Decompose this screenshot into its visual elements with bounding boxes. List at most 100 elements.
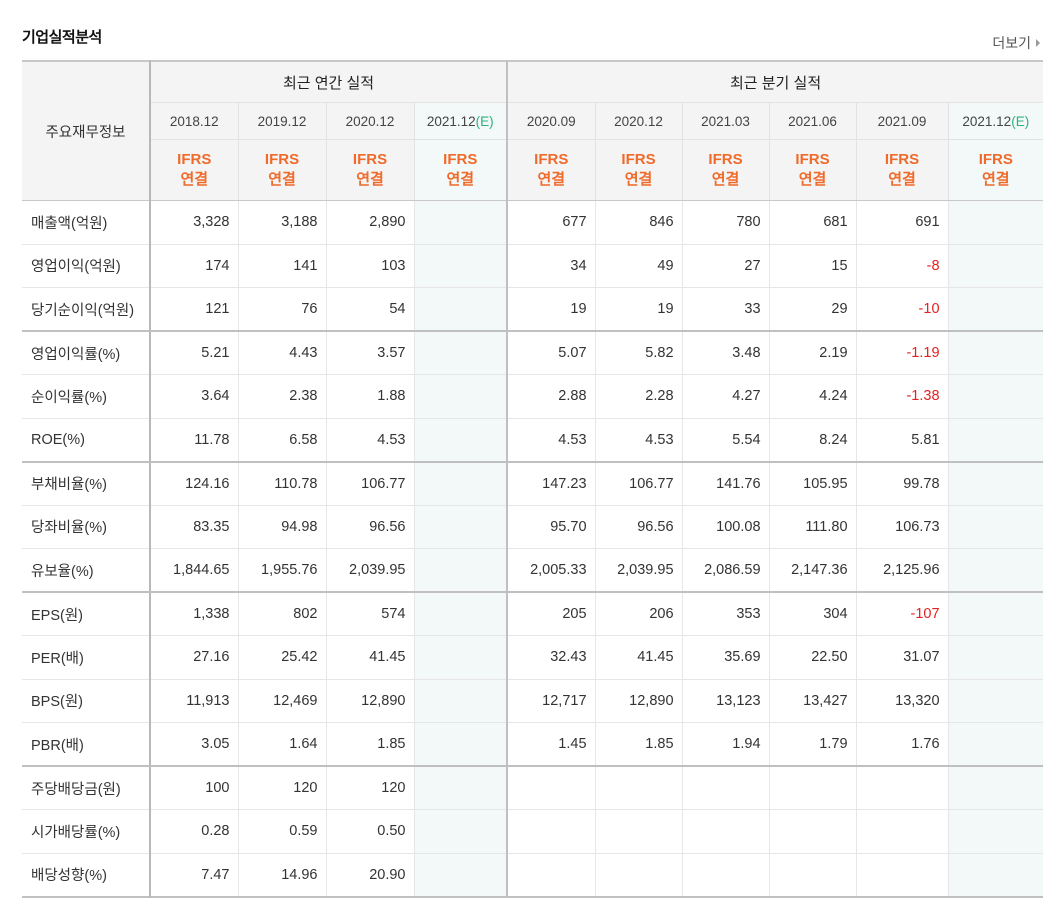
quarter-value-cell — [947, 809, 1044, 854]
annual-value-cell — [413, 418, 508, 463]
consolidated-label: 연결 — [798, 171, 827, 188]
table-row: PER(배) 27.16 25.42 41.45 32.43 41.45 35.69 22.5… — [22, 635, 1044, 680]
quarter-value-cell: 27 — [681, 244, 770, 288]
row-label: 배당성향(%) — [22, 853, 151, 897]
annual-value-cell — [413, 287, 508, 332]
annual-value-cell: 1,338 — [149, 592, 238, 636]
quarter-value-cell: 5.82 — [594, 331, 683, 375]
ifrs-basis-header: IFRS 연결 — [947, 139, 1044, 201]
annual-value-cell: 12,890 — [325, 679, 414, 723]
quarter-value-cell — [947, 679, 1044, 723]
ifrs-basis-header: IFRS 연결 — [855, 139, 949, 201]
ifrs-basis-header: IFRS 연결 — [506, 139, 596, 201]
more-link-label: 더보기 — [992, 35, 1031, 51]
row-label-header: 주요재무정보 — [22, 61, 151, 201]
quarter-value-cell: 106.73 — [855, 505, 949, 549]
annual-value-cell: 0.50 — [325, 809, 414, 854]
quarter-value-cell: 35.69 — [681, 635, 770, 680]
annual-value-cell: 3,328 — [149, 200, 238, 245]
annual-value-cell: 83.35 — [149, 505, 238, 549]
quarter-value-cell — [681, 853, 770, 897]
period-date-header: 2018.12 — [149, 102, 238, 140]
quarter-value-cell — [947, 505, 1044, 549]
quarter-value-cell: 1.76 — [855, 722, 949, 767]
annual-value-cell: 12,469 — [237, 679, 326, 723]
quarter-value-cell — [947, 200, 1044, 245]
quarter-value-cell: 2.88 — [506, 374, 596, 419]
row-label: 매출액(억원) — [22, 200, 151, 245]
period-date-header: 2021.12(E) — [947, 102, 1044, 140]
consolidated-label: 연결 — [888, 171, 916, 188]
quarter-value-cell: 100.08 — [681, 505, 770, 549]
quarter-value-cell: 1.79 — [768, 722, 857, 767]
quarter-value-cell — [947, 418, 1044, 463]
consolidated-label: 연결 — [537, 171, 566, 188]
ifrs-label: IFRS — [884, 151, 920, 168]
quarter-value-cell: -1.19 — [855, 331, 949, 375]
quarter-value-cell: 1.45 — [506, 722, 596, 767]
row-label: 당기순이익(억원) — [22, 287, 151, 332]
quarter-value-cell: 49 — [594, 244, 683, 288]
financial-table: 주요재무정보 최근 연간 실적 최근 분기 실적 2018.12 2019.12 2020… — [22, 60, 1044, 898]
ifrs-label: IFRS — [443, 151, 478, 168]
annual-value-cell: 41.45 — [325, 635, 414, 680]
quarter-value-cell — [947, 548, 1044, 593]
quarter-value-cell: 4.53 — [594, 418, 683, 463]
quarter-value-cell — [768, 809, 857, 854]
quarter-value-cell: 41.45 — [594, 635, 683, 680]
annual-value-cell: 4.43 — [237, 331, 326, 375]
quarter-value-cell: 3.48 — [681, 331, 770, 375]
table-row: EPS(원) 1,338 802 574 205 206 353 304 -107 — [22, 592, 1044, 636]
row-label: PBR(배) — [22, 722, 151, 767]
annual-value-cell: 110.78 — [237, 461, 326, 506]
period-date-header: 2020.12 — [594, 102, 683, 140]
row-label: 부채비율(%) — [22, 461, 151, 506]
quarter-value-cell — [947, 287, 1044, 332]
annual-value-cell: 2,890 — [325, 200, 414, 245]
quarter-value-cell — [947, 331, 1044, 375]
quarter-value-cell: 15 — [768, 244, 857, 288]
quarter-value-cell: 34 — [506, 244, 596, 288]
quarter-value-cell: 106.77 — [594, 461, 683, 506]
quarter-value-cell: 111.80 — [768, 505, 857, 549]
quarter-value-cell: 4.27 — [681, 374, 770, 419]
period-date: 2021.09 — [877, 113, 927, 129]
ifrs-label: IFRS — [177, 151, 212, 168]
period-date: 2021.12 — [962, 113, 1012, 129]
quarter-value-cell: 5.07 — [506, 331, 596, 375]
quarter-value-cell: 1.85 — [594, 722, 683, 767]
quarter-value-cell: 19 — [594, 287, 683, 332]
quarter-value-cell: 32.43 — [506, 635, 596, 680]
ifrs-basis-header: IFRS 연결 — [325, 139, 414, 201]
consolidated-label: 연결 — [711, 171, 740, 188]
quarter-value-cell: 8.24 — [768, 418, 857, 463]
row-label: 순이익률(%) — [22, 374, 151, 419]
annual-value-cell: 54 — [325, 287, 414, 332]
annual-value-cell: 25.42 — [237, 635, 326, 680]
table-row: 주당배당금(원) 100 120 120 — [22, 766, 1044, 810]
quarter-value-cell: 147.23 — [506, 461, 596, 506]
annual-value-cell: 2,039.95 — [325, 548, 414, 593]
quarter-value-cell: 99.78 — [855, 461, 949, 506]
annual-value-cell: 141 — [237, 244, 326, 288]
ifrs-basis-header: IFRS 연결 — [237, 139, 326, 201]
table-row: 영업이익(억원) 174 141 103 34 49 27 15 -8 — [22, 244, 1044, 288]
quarter-value-cell — [594, 766, 683, 810]
row-label: 영업이익률(%) — [22, 331, 151, 375]
annual-value-cell: 11,913 — [149, 679, 238, 723]
annual-value-cell: 3.64 — [149, 374, 238, 419]
quarter-value-cell: 12,890 — [594, 679, 683, 723]
ifrs-label: IFRS — [795, 151, 830, 168]
quarter-value-cell: -10 — [855, 287, 949, 332]
more-link[interactable]: 더보기 — [992, 33, 1040, 53]
quarter-value-cell: 846 — [594, 200, 683, 245]
quarter-value-cell: 681 — [768, 200, 857, 245]
annual-value-cell: 1,844.65 — [149, 548, 238, 593]
quarter-value-cell: 4.53 — [506, 418, 596, 463]
quarter-value-cell — [681, 809, 770, 854]
annual-value-cell — [413, 679, 508, 723]
annual-value-cell: 5.21 — [149, 331, 238, 375]
annual-value-cell — [413, 374, 508, 419]
quarter-value-cell — [855, 853, 949, 897]
quarter-value-cell: 2,005.33 — [506, 548, 596, 593]
